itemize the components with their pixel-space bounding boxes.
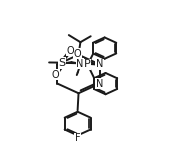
Text: F: F: [75, 133, 80, 143]
Text: O: O: [73, 49, 81, 59]
Text: N: N: [96, 59, 103, 69]
Text: N: N: [76, 59, 84, 69]
Text: P: P: [83, 59, 90, 69]
Text: O: O: [66, 46, 74, 56]
Text: N: N: [96, 79, 103, 89]
Text: O: O: [52, 70, 59, 80]
Text: S: S: [59, 58, 66, 68]
